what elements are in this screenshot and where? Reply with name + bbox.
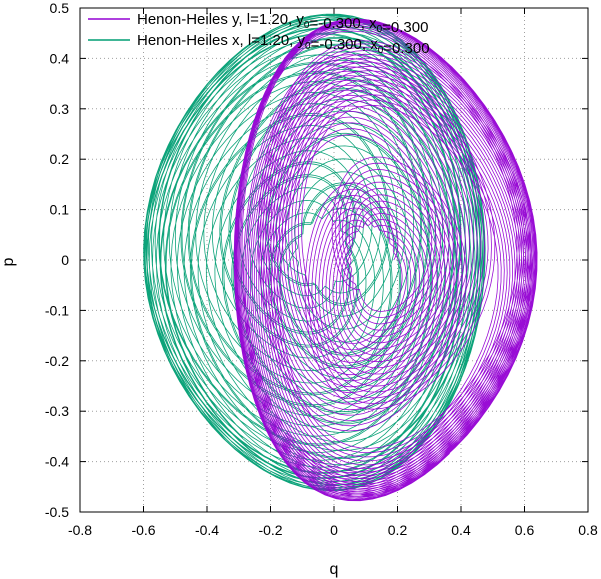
legend-entry-1: Henon-Heiles x, l=1.20, y0=-0.300, x0=0.… <box>137 32 430 57</box>
legend-text-part: =0.300 <box>383 40 429 57</box>
legend-text-part: =0.300 <box>382 19 428 36</box>
x-tick-label: 0.2 <box>388 522 408 538</box>
y-axis-label: p <box>0 257 17 266</box>
y-tick-label: -0.1 <box>45 302 69 318</box>
x-tick-label: 0.8 <box>578 522 598 538</box>
y-tick-label: 0.1 <box>50 202 70 218</box>
series-line-1 <box>143 13 486 492</box>
y-tick-label: 0 <box>61 252 69 268</box>
legend-text-part: =-0.300, x <box>309 15 377 32</box>
legend-text-part: 0 <box>305 41 311 52</box>
x-tick-label: -0.2 <box>258 522 282 538</box>
x-tick-labels: -0.8 -0.6 -0.4 -0.2 0 0.2 0.4 0.6 0.8 <box>68 522 598 538</box>
legend-entry-0: Henon-Heiles y, l=1.20, y0=-0.300, x0=0.… <box>137 11 428 36</box>
x-tick-label: -0.6 <box>131 522 155 538</box>
y-tick-label: 0.3 <box>50 101 70 117</box>
x-tick-label: -0.4 <box>195 522 219 538</box>
legend-text-part: Henon-Heiles x, l=1.20, y <box>137 32 306 49</box>
series-layer <box>143 13 538 502</box>
y-tick-label: 0.4 <box>50 50 70 66</box>
series-line-0 <box>233 18 538 502</box>
x-tick-label: 0.4 <box>451 522 471 538</box>
x-axis-label: q <box>330 561 339 578</box>
x-tick-label: 0 <box>330 522 338 538</box>
legend-text-part: Henon-Heiles y, l=1.20, y <box>137 11 304 28</box>
legend-text-part: 0 <box>377 24 383 35</box>
y-tick-label: -0.4 <box>45 454 69 470</box>
y-tick-label: -0.3 <box>45 403 69 419</box>
legend-text-part: 0 <box>378 45 384 56</box>
legend: Henon-Heiles y, l=1.20, y0=-0.300, x0=0.… <box>88 11 430 57</box>
y-tick-label: -0.2 <box>45 353 69 369</box>
legend-text-part: =-0.300, x <box>311 36 379 53</box>
y-tick-label: 0.2 <box>50 151 70 167</box>
y-tick-label: -0.5 <box>45 504 69 520</box>
y-tick-labels: -0.5 -0.4 -0.3 -0.2 -0.1 0 0.1 0.2 0.3 0.4 0.5 <box>45 0 69 520</box>
x-tick-label: -0.8 <box>68 522 92 538</box>
x-tick-label: 0.6 <box>515 522 535 538</box>
legend-text-part: 0 <box>304 20 310 31</box>
y-tick-label: 0.5 <box>50 0 70 16</box>
plot-frame <box>79 7 589 513</box>
